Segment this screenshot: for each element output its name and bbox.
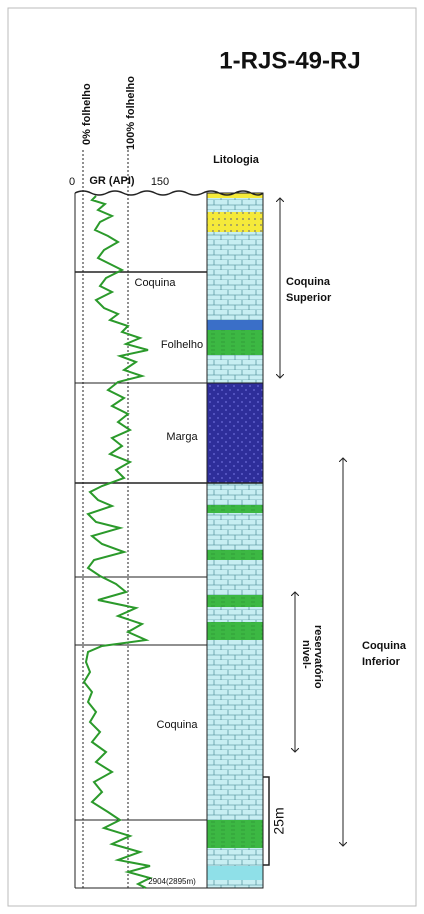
frame <box>7 7 417 907</box>
lith-label: Marga <box>166 431 198 443</box>
lower-label: Coquina <box>362 640 407 652</box>
reservoir-label: nível- <box>300 640 312 669</box>
scale-label: 25m <box>271 807 287 834</box>
lower-label: Inferior <box>362 656 401 668</box>
gr-label: GR (API) <box>89 175 135 187</box>
lith-label: Coquina <box>135 277 177 289</box>
lithology-column <box>206 192 264 889</box>
gr-curve <box>82 195 153 889</box>
depth-label: 2904(2895m) <box>148 877 196 886</box>
gr-max: 150 <box>151 176 169 188</box>
track <box>74 190 264 889</box>
upper-label: Superior <box>286 292 332 304</box>
reservoir-label: reservatório <box>312 625 324 689</box>
shale-100-label: 100% folhelho <box>125 76 137 150</box>
scale-bar <box>263 776 270 866</box>
lith-label: Coquina <box>157 719 199 731</box>
gr-min: 0 <box>69 176 75 188</box>
lith-label: Folhelho <box>161 339 203 351</box>
upper-label: Coquina <box>286 276 331 288</box>
shale-0-label: 0% folhelho <box>81 83 93 145</box>
title: 1-RJS-49-RJ <box>219 47 360 74</box>
lithology-header: Litologia <box>213 154 260 166</box>
